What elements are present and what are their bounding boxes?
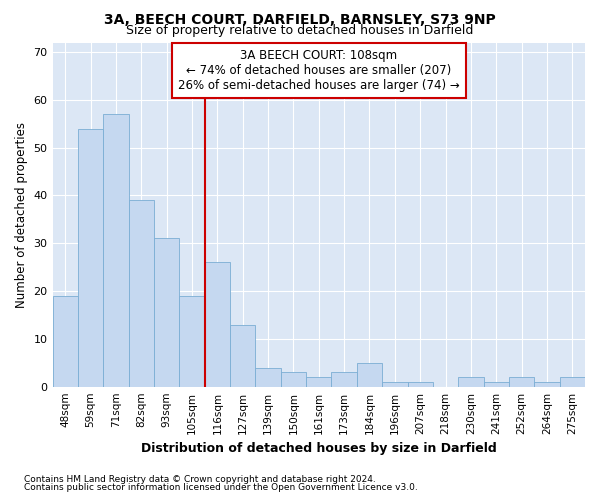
Bar [281,372,306,386]
Bar [205,262,230,386]
Bar [154,238,179,386]
Bar [256,368,281,386]
Bar [230,324,256,386]
Text: Contains HM Land Registry data © Crown copyright and database right 2024.: Contains HM Land Registry data © Crown c… [24,475,376,484]
Bar [534,382,560,386]
Text: Contains public sector information licensed under the Open Government Licence v3: Contains public sector information licen… [24,483,418,492]
Bar [331,372,357,386]
Bar [407,382,433,386]
X-axis label: Distribution of detached houses by size in Darfield: Distribution of detached houses by size … [141,442,497,455]
Bar [382,382,407,386]
Bar [484,382,509,386]
Bar [103,114,128,386]
Y-axis label: Number of detached properties: Number of detached properties [15,122,28,308]
Bar [509,377,534,386]
Text: 3A, BEECH COURT, DARFIELD, BARNSLEY, S73 9NP: 3A, BEECH COURT, DARFIELD, BARNSLEY, S73… [104,12,496,26]
Bar [458,377,484,386]
Bar [306,377,331,386]
Bar [53,296,78,386]
Text: 3A BEECH COURT: 108sqm
← 74% of detached houses are smaller (207)
26% of semi-de: 3A BEECH COURT: 108sqm ← 74% of detached… [178,50,460,92]
Bar [179,296,205,386]
Bar [560,377,585,386]
Bar [78,128,103,386]
Text: Size of property relative to detached houses in Darfield: Size of property relative to detached ho… [127,24,473,37]
Bar [128,200,154,386]
Bar [357,363,382,386]
